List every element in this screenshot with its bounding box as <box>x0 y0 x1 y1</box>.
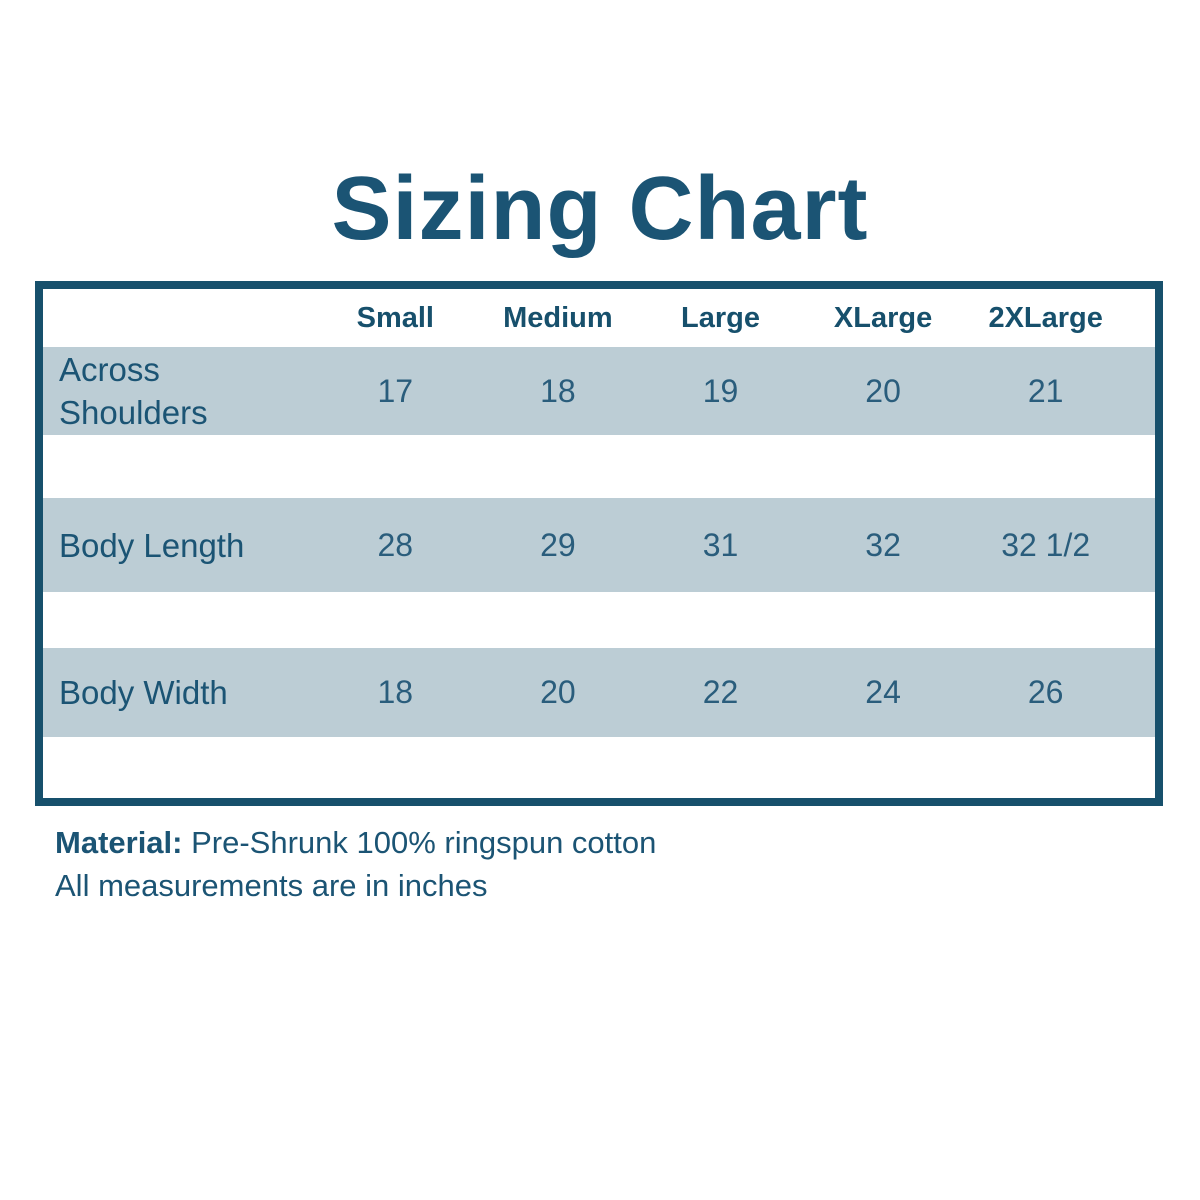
column-header-large: Large <box>680 301 760 334</box>
cell-body-length-2xlarge: 32 1/2 <box>1001 526 1091 563</box>
cell-body-length-medium: 29 <box>540 526 576 563</box>
cell-body-width-small: 18 <box>377 674 414 710</box>
column-header-medium: Medium <box>503 301 613 334</box>
row-label: Body Width <box>59 674 228 711</box>
cell-body-width-large: 22 <box>702 674 739 710</box>
row-spacer <box>43 737 1155 798</box>
column-header-2xlarge: 2XLarge <box>988 301 1103 334</box>
row-spacer <box>43 592 1155 648</box>
table-row-across-shoulders: Across Shoulders 17 18 19 20 21 <box>43 347 1155 435</box>
row-spacer <box>43 435 1155 498</box>
cell-body-length-large: 31 <box>702 526 739 563</box>
table-row-body-width: Body Width 18 20 22 24 26 <box>43 648 1155 737</box>
cell-body-width-xlarge: 24 <box>865 674 901 710</box>
row-label: Across Shoulders <box>59 351 208 431</box>
cell-body-length-small: 28 <box>377 526 414 563</box>
notes: Material: Pre-Shrunk 100% ringspun cotto… <box>55 821 656 907</box>
cell-across-shoulders-2xlarge: 21 <box>1027 372 1064 409</box>
column-header-small: Small <box>356 301 434 334</box>
table-row-body-length: Body Length 28 29 31 32 32 1/2 <box>43 498 1155 592</box>
material-value: Pre-Shrunk 100% ringspun cotton <box>182 825 657 860</box>
row-label: Body Length <box>59 526 245 564</box>
cell-across-shoulders-medium: 18 <box>540 372 576 409</box>
cell-body-width-medium: 20 <box>540 674 576 710</box>
table-header-row: Small Medium Large XLarge 2XLarge <box>43 289 1155 347</box>
units-note: All measurements are in inches <box>55 868 488 903</box>
cell-body-width-2xlarge: 26 <box>1027 674 1064 710</box>
column-header-xlarge: XLarge <box>833 301 933 334</box>
sizing-table: Small Medium Large XLarge 2XLarge Across… <box>35 281 1163 806</box>
cell-body-length-xlarge: 32 <box>865 526 901 563</box>
material-label: Material: <box>55 825 183 860</box>
cell-across-shoulders-xlarge: 20 <box>865 372 901 409</box>
cell-across-shoulders-small: 17 <box>377 372 414 409</box>
material-note: Material: Pre-Shrunk 100% ringspun cotto… <box>55 821 656 864</box>
page-title: Sizing Chart <box>331 159 869 259</box>
cell-across-shoulders-large: 19 <box>702 372 739 409</box>
